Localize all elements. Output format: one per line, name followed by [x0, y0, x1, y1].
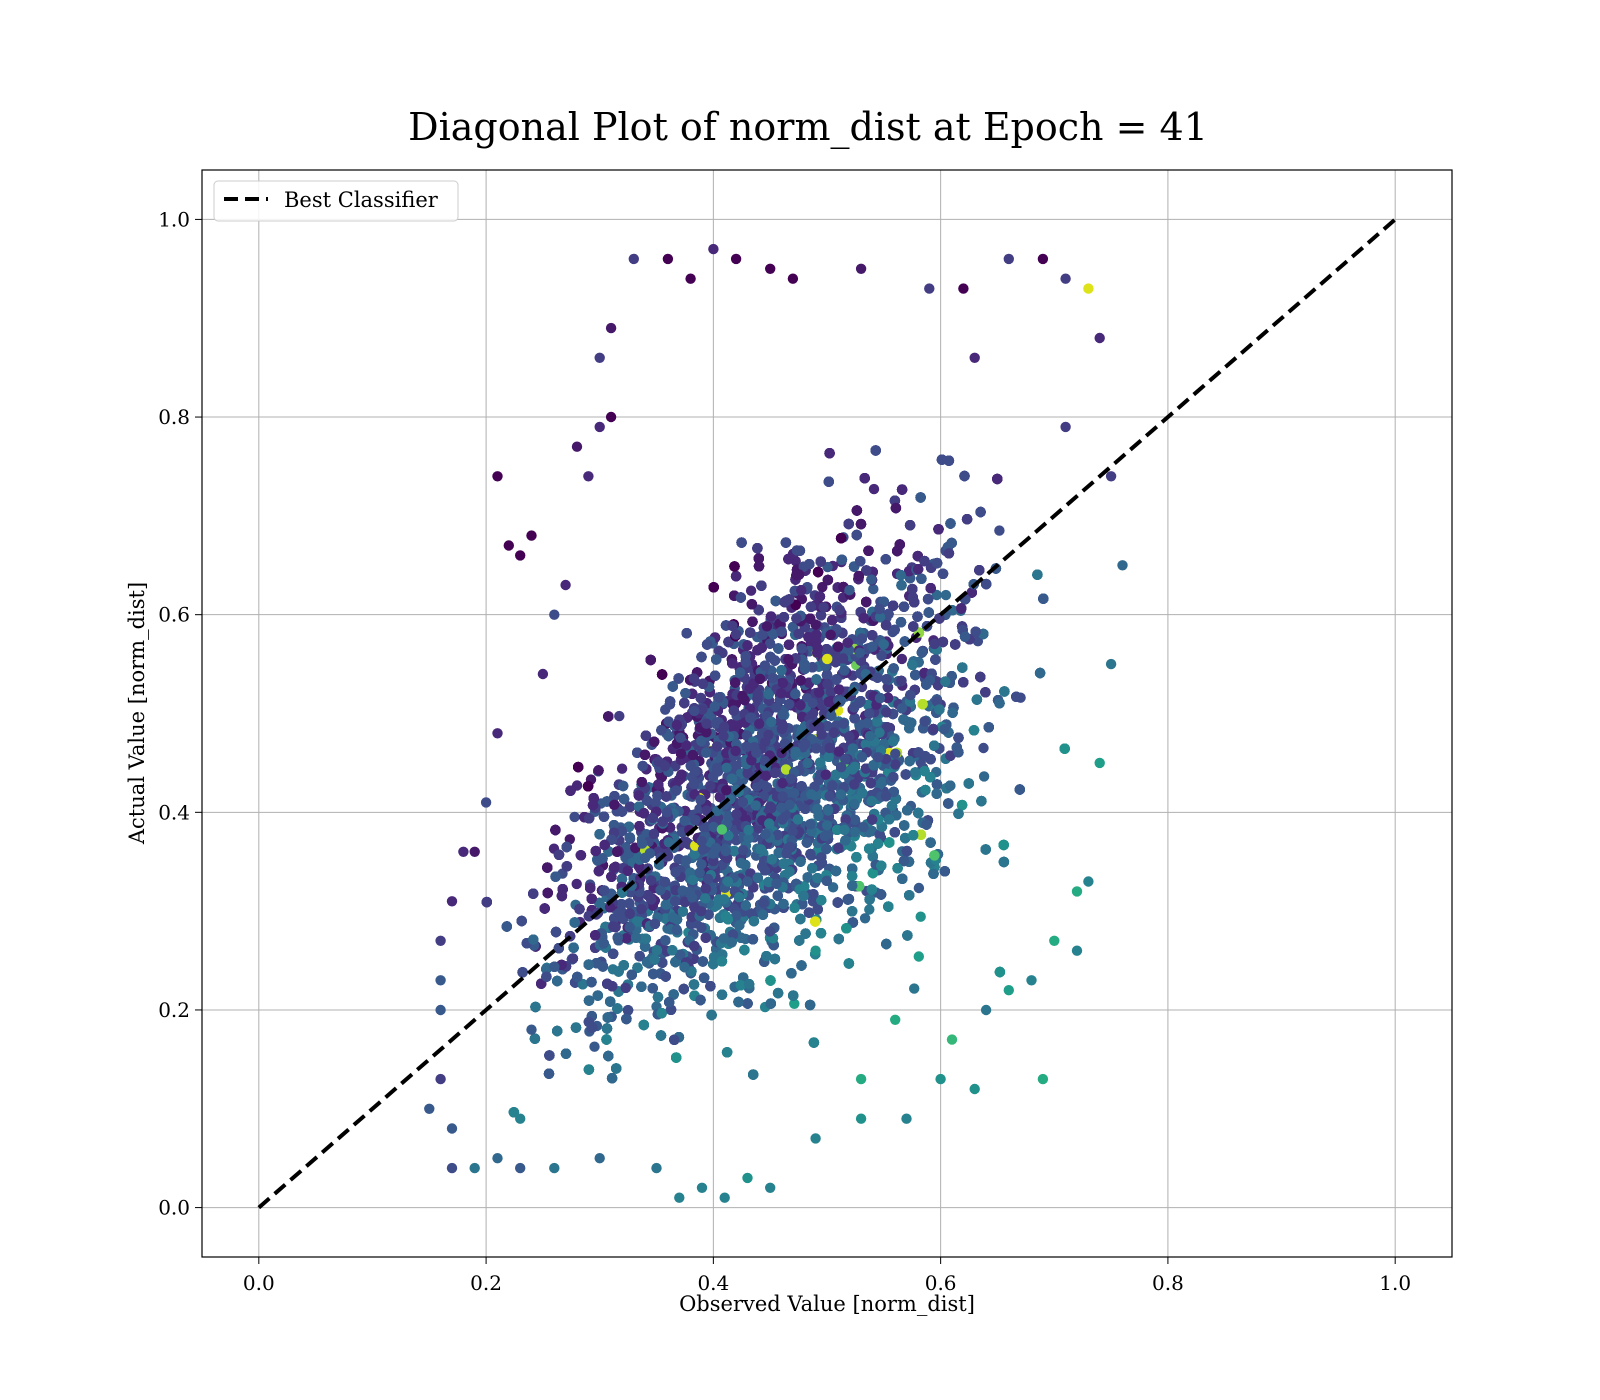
data-points [424, 243, 1128, 1203]
scatter-point [817, 581, 828, 593]
scatter-point [827, 882, 839, 893]
chart-title: Diagonal Plot of norm_dist at Epoch = 41 [408, 105, 1208, 150]
scatter-point [868, 583, 879, 595]
scatter-point [913, 951, 924, 962]
scatter-point [859, 913, 871, 924]
scatter-point [896, 653, 908, 665]
scatter-point [864, 904, 875, 915]
scatter-point [745, 585, 757, 596]
scatter-point [913, 882, 925, 894]
scatter-point [931, 589, 942, 601]
scatter-point [789, 998, 800, 1009]
scatter-point [616, 763, 628, 774]
scatter-point [978, 771, 990, 782]
scatter-point [571, 878, 582, 890]
scatter-point [972, 636, 984, 647]
scatter-point [589, 1041, 600, 1052]
scatter-point [915, 911, 926, 922]
scatter-point [909, 983, 920, 994]
scatter-point [868, 483, 880, 495]
scatter-point [614, 710, 625, 722]
scatter-point [717, 647, 728, 659]
scatter-point [569, 811, 580, 823]
scatter-point [994, 525, 1005, 536]
scatter-point [940, 589, 952, 601]
plot-area [201, 169, 1453, 1258]
scatter-point [978, 742, 989, 754]
